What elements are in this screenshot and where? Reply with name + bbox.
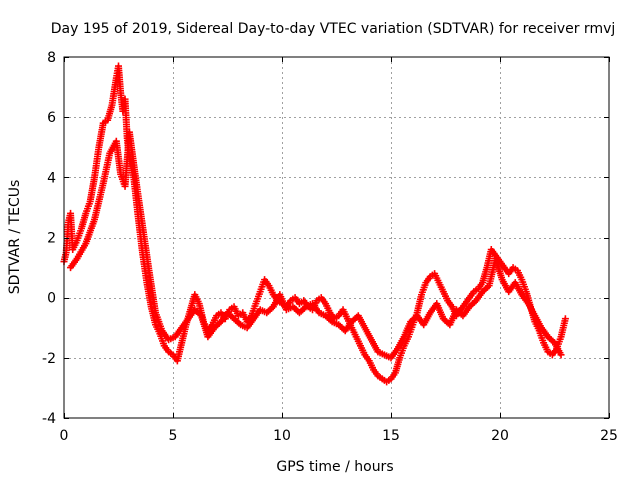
x-tick-label: 0	[60, 428, 69, 444]
x-tick-label: 25	[600, 428, 618, 444]
plot-frame	[63, 56, 610, 419]
data-point-plus	[561, 315, 569, 323]
y-tick-label: 6	[47, 110, 56, 126]
y-tick-label: -2	[42, 351, 56, 367]
y-tick-label: 0	[47, 291, 56, 307]
data-series	[60, 62, 569, 386]
y-axis-label: SDTVAR / TECUs	[7, 180, 23, 295]
axis-ticks: 0 5 10 15 20 25 -4 -2 0 2 4 6 8	[42, 50, 618, 444]
data-points	[60, 62, 569, 386]
x-tick-label: 20	[491, 428, 509, 444]
chart-title: Day 195 of 2019, Sidereal Day-to-day VTE…	[51, 21, 616, 37]
x-tick-label: 15	[382, 428, 400, 444]
grid-lines	[64, 57, 609, 418]
x-tick-label: 10	[273, 428, 291, 444]
y-tick-label: 4	[47, 170, 56, 186]
y-tick-label: 2	[47, 231, 56, 247]
y-tick-label: -4	[42, 411, 56, 427]
data-point-plus	[557, 351, 565, 359]
data-series	[67, 128, 565, 362]
y-tick-label: 8	[47, 50, 56, 66]
x-tick-label: 5	[169, 428, 178, 444]
x-axis-label: GPS time / hours	[276, 459, 393, 475]
